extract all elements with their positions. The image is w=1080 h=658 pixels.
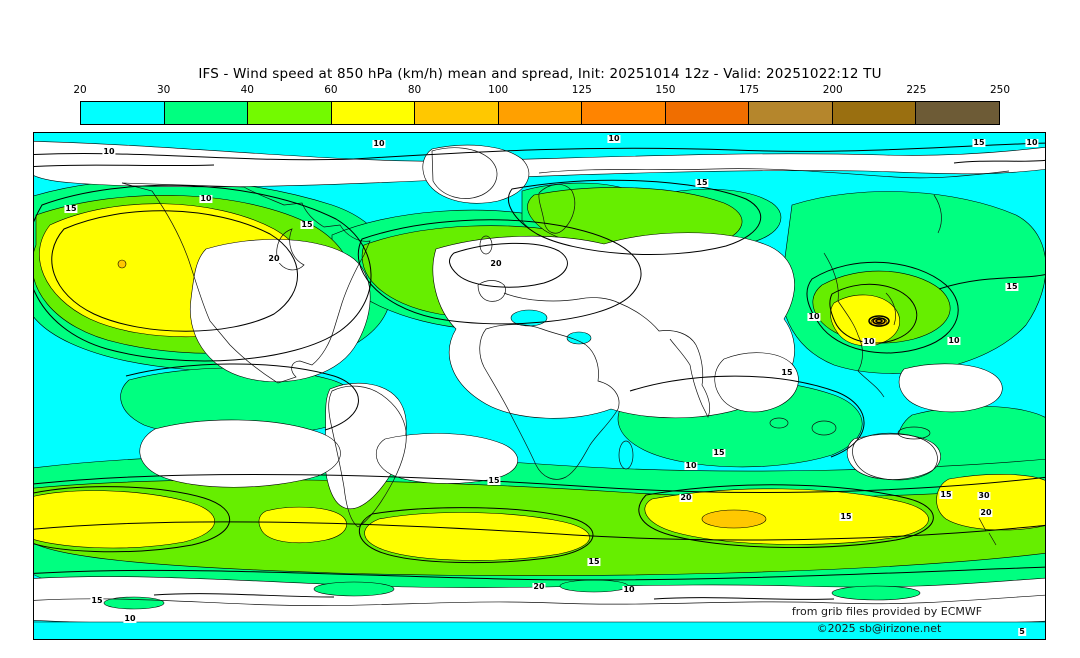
colorbar-tick-label: 225 — [906, 84, 927, 96]
colorbar-segment — [164, 102, 249, 124]
colorbar-tick-label: 200 — [822, 84, 843, 96]
colorbar-segment — [749, 102, 833, 124]
colorbar-tick-label: 60 — [324, 84, 338, 96]
fill-below-20-white — [34, 140, 1045, 627]
contour-label: 10 — [102, 147, 116, 156]
contour-label: 20 — [532, 582, 546, 591]
contour-label: 10 — [1025, 138, 1039, 147]
colorbar-tick-label: 125 — [571, 84, 592, 96]
colorbar-segment — [582, 102, 666, 124]
colorbar-segment — [665, 102, 750, 124]
fill-80-100 — [117, 259, 888, 529]
contour-label: 20 — [267, 254, 281, 263]
colorbar-segment — [498, 102, 583, 124]
colorbar-tick-label: 30 — [156, 84, 171, 96]
contour-label: 10 — [862, 337, 876, 346]
contour-label: 10 — [607, 134, 621, 143]
colorbar-tick-label: 175 — [739, 84, 760, 96]
colorbar-segment — [832, 102, 917, 124]
coastlines — [34, 147, 1045, 606]
attribution-copyright: ©2025 sb@irizone.net — [816, 622, 942, 635]
contour-label: 30 — [977, 491, 991, 500]
contour-label: 10 — [199, 194, 213, 203]
contour-label: 15 — [939, 490, 953, 499]
contour-label: 15 — [64, 204, 78, 213]
contour-label: 10 — [372, 139, 386, 148]
contour-label: 10 — [684, 461, 698, 470]
contour-label: 10 — [123, 614, 137, 623]
contour-label: 15 — [300, 220, 314, 229]
colorbar-segment — [415, 102, 499, 124]
wind-speed-map-canvas — [34, 133, 1045, 639]
colorbar-tick-label: 20 — [73, 84, 87, 96]
contour-label: 5 — [1018, 627, 1026, 636]
colorbar-segment — [81, 102, 165, 124]
contour-label: 10 — [622, 585, 636, 594]
contour-label: 20 — [679, 493, 693, 502]
contour-label: 15 — [839, 512, 853, 521]
colorbar-tick-row: 20 30 40 60 80 100 125 150 175 200 225 250 — [73, 84, 1010, 97]
contour-label: 20 — [489, 259, 503, 268]
colorbar-segment — [916, 102, 1000, 124]
contour-label: 15 — [712, 448, 726, 457]
colorbar-tick-label: 250 — [989, 84, 1011, 96]
contour-label: 10 — [947, 336, 961, 345]
colorbar-tick-label: 150 — [655, 84, 676, 96]
contour-label: 10 — [807, 312, 821, 321]
colorbar-tick-label: 100 — [488, 84, 509, 96]
contour-label: 20 — [979, 508, 993, 517]
contour-label: 15 — [587, 557, 601, 566]
contour-label: 15 — [90, 596, 104, 605]
spread-contours — [34, 142, 1045, 600]
overlay-patches — [34, 309, 1045, 639]
contour-label: 15 — [972, 138, 986, 147]
colorbar-tick-label: 80 — [407, 84, 422, 96]
contour-label: 15 — [695, 178, 709, 187]
colorbar-segment — [331, 102, 416, 124]
chart-title: IFS - Wind speed at 850 hPa (km/h) mean … — [198, 66, 882, 82]
contour-label: 15 — [487, 476, 501, 485]
contour-label: 15 — [780, 368, 794, 377]
attribution-source: from grib files provided by ECMWF — [791, 605, 983, 618]
colorbar-segment — [248, 102, 332, 124]
colorbar — [80, 101, 1000, 125]
colorbar-tick-label: 40 — [240, 84, 254, 96]
contour-label: 15 — [1005, 282, 1019, 291]
world-map: 10 10 10 10 15 15 10 20 15 20 15 15 10 10 10 15 15 10 20 15… — [33, 132, 1046, 640]
